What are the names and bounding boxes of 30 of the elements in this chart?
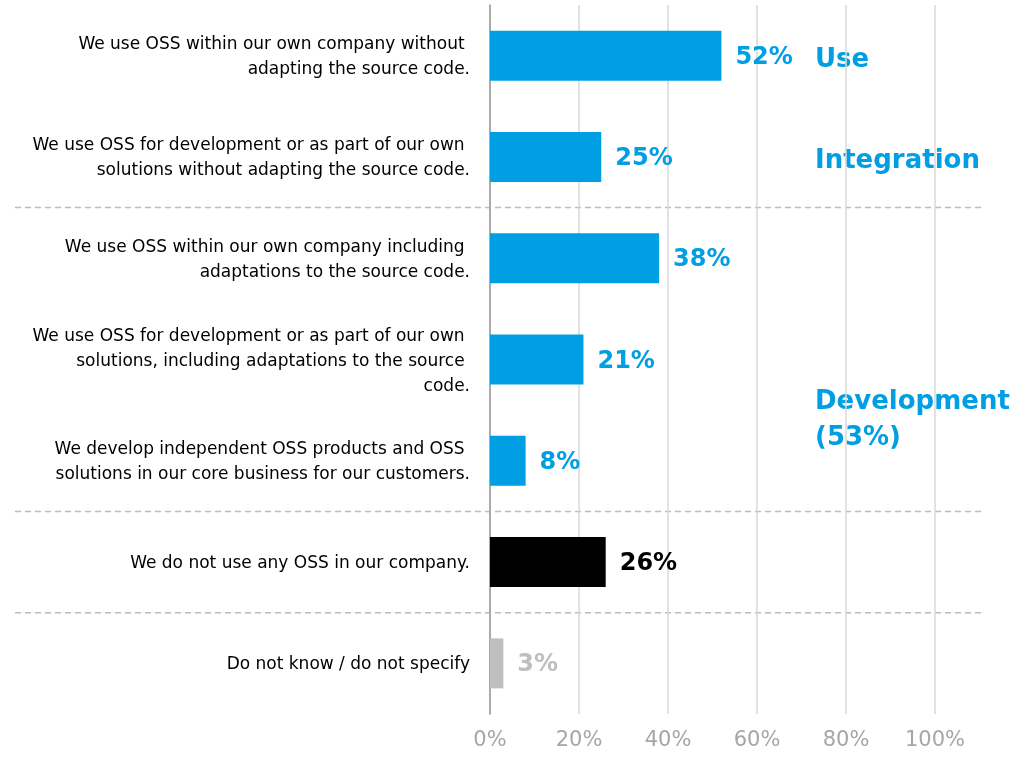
- data-label: 3%: [517, 649, 559, 678]
- x-tick-label: 0%: [473, 726, 507, 751]
- bar: [490, 638, 504, 689]
- data-label: 8%: [539, 446, 581, 475]
- y-tick-label: Do not know / do not specify: [226, 653, 470, 674]
- annotation: Development (53%): [815, 385, 1010, 452]
- y-tick-label: We develop independent OSS products and OSS solutions in our core business for our customers.: [54, 438, 470, 484]
- bar: [490, 131, 602, 182]
- bar: [490, 435, 526, 486]
- y-tick-label: We do not use any OSS in our company.: [130, 552, 470, 573]
- annotation: Integration: [815, 143, 980, 174]
- bar: [490, 537, 606, 588]
- x-tick-label: 100%: [904, 726, 966, 751]
- x-tick-label: 80%: [822, 726, 870, 751]
- data-label: 52%: [735, 41, 793, 70]
- annotation: Use: [815, 42, 870, 73]
- x-tick-label: 20%: [555, 726, 603, 751]
- y-tick-label: We use OSS within our own company without adapting the source code.: [78, 33, 470, 79]
- y-tick-label: We use OSS for development or as part of our own solutions, including adaptations to the source code.: [32, 324, 470, 395]
- bar: [490, 334, 584, 385]
- data-label: 21%: [597, 345, 655, 374]
- data-label: 25%: [615, 142, 673, 171]
- y-tick-label: We use OSS for development or as part of our own solutions without adapting the source code.: [32, 134, 470, 180]
- x-tick-label: 40%: [644, 726, 692, 751]
- data-label: 38%: [673, 244, 731, 273]
- bar: [490, 233, 660, 284]
- y-tick-label: We use OSS within our own company including adaptations to the source code.: [64, 235, 470, 281]
- x-tick-label: 60%: [733, 726, 781, 751]
- data-label: 26%: [619, 548, 678, 577]
- bar: [490, 30, 722, 81]
